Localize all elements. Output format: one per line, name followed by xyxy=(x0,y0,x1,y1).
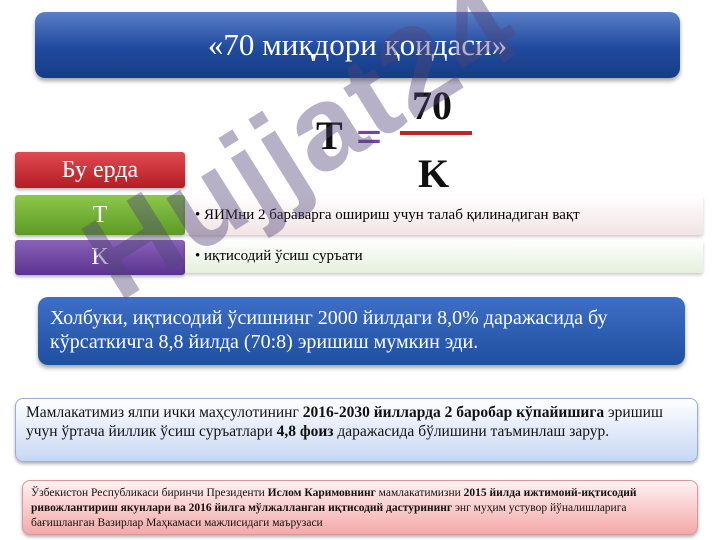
legend-desc-t: • ЯИМни 2 бараварга ошириш учун талаб қи… xyxy=(185,195,703,235)
bullet: • xyxy=(195,248,205,264)
note-light: Мамлакатимиз ялпи ички маҳсулотининг 201… xyxy=(15,398,698,462)
fraction-bar xyxy=(400,131,472,135)
legend-desc-k: • иқтисодий ўсиш суръати xyxy=(185,240,703,273)
note-blue: Холбуки, иқтисодий ўсишнинг 2000 йилдаги… xyxy=(38,297,685,365)
formula-equals: = xyxy=(356,111,383,162)
legend-term-k: K xyxy=(15,240,185,275)
slide-title: «70 миқдори қоидаси» xyxy=(35,12,680,78)
legend-header: Бу ерда xyxy=(15,152,185,188)
formula-lhs: T xyxy=(316,113,343,158)
legend-desc-text: иқтисодий ўсиш суръати xyxy=(204,248,363,264)
source-note: Ўзбекистон Республикаси биринчи Президен… xyxy=(22,480,698,535)
bullet: • xyxy=(195,206,205,223)
formula-numerator: 70 xyxy=(412,83,452,128)
formula-denominator: K xyxy=(418,151,450,196)
legend-desc-text: ЯИМни 2 бараварга ошириш учун талаб қили… xyxy=(204,206,580,223)
legend-term-t: T xyxy=(15,195,185,235)
